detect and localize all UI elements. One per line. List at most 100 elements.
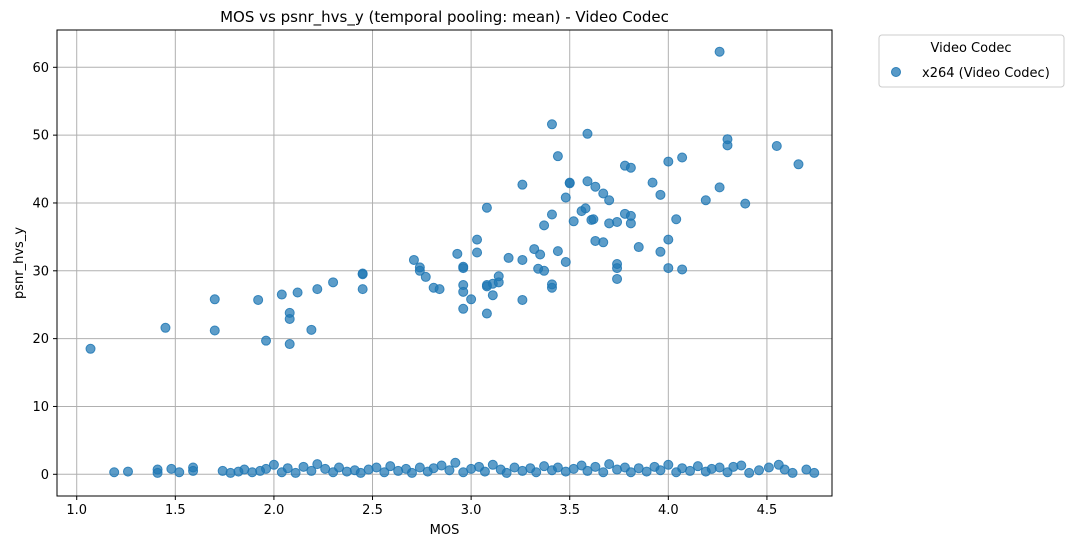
data-point	[612, 273, 623, 284]
data-point	[444, 465, 455, 476]
data-point	[655, 246, 666, 257]
data-points	[85, 46, 820, 478]
data-point	[487, 290, 498, 301]
data-point	[517, 254, 528, 265]
data-point	[546, 279, 557, 290]
data-point	[754, 465, 765, 476]
data-point	[434, 284, 445, 295]
data-point	[588, 214, 599, 225]
data-point	[276, 289, 287, 300]
data-point	[582, 128, 593, 139]
data-point	[253, 294, 264, 305]
data-point	[481, 308, 492, 319]
data-point	[714, 182, 725, 193]
data-point	[604, 195, 615, 206]
y-tick-label: 60	[32, 61, 49, 76]
data-point	[560, 192, 571, 203]
data-point	[655, 189, 666, 200]
plot-area	[57, 30, 832, 496]
data-point	[408, 254, 419, 265]
x-tick-label: 2.5	[362, 503, 383, 518]
data-point	[160, 322, 171, 333]
data-point	[663, 263, 674, 274]
data-point	[357, 284, 368, 295]
x-tick-label: 1.0	[66, 503, 87, 518]
data-point	[647, 177, 658, 188]
data-point	[472, 247, 483, 258]
data-point	[604, 459, 615, 470]
data-point	[290, 467, 301, 478]
data-point	[493, 271, 504, 282]
data-point	[385, 461, 396, 472]
data-point	[328, 277, 339, 288]
x-tick-label: 2.0	[264, 503, 285, 518]
data-point	[458, 286, 469, 297]
data-point	[582, 176, 593, 187]
x-axis-ticks: 1.0 1.5 2.0 2.5 3.0 3.5 4.0 4.5	[66, 496, 777, 518]
legend-entry-label: x264 (Video Codec)	[922, 66, 1050, 81]
data-point	[552, 151, 563, 162]
y-tick-label: 40	[32, 196, 49, 211]
data-point	[436, 460, 447, 471]
data-point	[671, 214, 682, 225]
x-tick-label: 4.5	[757, 503, 778, 518]
data-point	[677, 264, 688, 275]
data-point	[466, 294, 477, 305]
data-point	[503, 252, 514, 263]
data-point	[122, 466, 133, 477]
data-point	[539, 265, 550, 276]
data-point	[306, 324, 317, 335]
data-point	[736, 460, 747, 471]
data-point	[481, 202, 492, 213]
data-point	[312, 459, 323, 470]
legend-marker	[891, 67, 901, 77]
data-point	[333, 462, 344, 473]
data-point	[209, 325, 220, 336]
data-point	[188, 465, 199, 476]
data-point	[552, 462, 563, 473]
x-tick-label: 3.0	[461, 503, 482, 518]
data-point	[479, 466, 490, 477]
data-point	[655, 465, 666, 476]
data-point	[450, 457, 461, 468]
data-point	[379, 467, 390, 478]
data-point	[625, 218, 636, 229]
data-point	[677, 152, 688, 163]
data-point	[598, 188, 609, 199]
data-point	[539, 461, 550, 472]
data-point	[282, 463, 293, 474]
data-point	[517, 179, 528, 190]
chart-title: MOS vs psnr_hvs_y (temporal pooling: mea…	[220, 8, 669, 27]
y-axis-ticks: 0 10 20 30 40 50 60	[32, 61, 57, 483]
y-tick-label: 50	[32, 129, 49, 144]
data-point	[261, 335, 272, 346]
data-point	[692, 461, 703, 472]
data-point	[641, 466, 652, 477]
data-point	[714, 46, 725, 57]
data-point	[174, 467, 185, 478]
data-point	[700, 195, 711, 206]
data-point	[612, 263, 623, 274]
data-point	[414, 462, 425, 473]
data-point	[539, 220, 550, 231]
legend: Video Codec x264 (Video Codec)	[878, 34, 1065, 88]
data-point	[517, 294, 528, 305]
data-point	[306, 465, 317, 476]
data-point	[284, 339, 295, 350]
data-point	[771, 140, 782, 151]
data-point	[452, 248, 463, 259]
data-point	[472, 234, 483, 245]
x-tick-label: 3.5	[559, 503, 580, 518]
data-point	[292, 287, 303, 298]
data-point	[744, 467, 755, 478]
y-tick-label: 0	[41, 468, 49, 483]
data-point	[685, 465, 696, 476]
data-point	[568, 216, 579, 227]
data-point	[582, 465, 593, 476]
data-point	[598, 237, 609, 248]
data-point	[531, 467, 542, 478]
data-point	[284, 313, 295, 324]
x-tick-label: 1.5	[165, 503, 186, 518]
data-point	[420, 271, 431, 282]
data-point	[763, 462, 774, 473]
